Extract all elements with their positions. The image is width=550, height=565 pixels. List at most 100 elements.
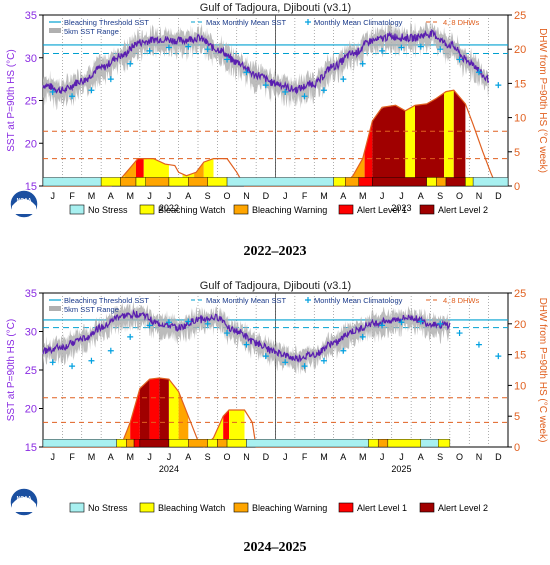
month-label: F <box>302 452 308 462</box>
month-label: A <box>185 452 191 462</box>
stress-legend-label: Bleaching Warning <box>252 205 327 215</box>
legend-range-swatch <box>49 28 61 33</box>
month-label: J <box>283 452 288 462</box>
dhw-fill-segment <box>444 90 454 186</box>
stress-legend-swatch <box>69 204 85 215</box>
climatology-marker <box>301 93 308 100</box>
climatology-marker <box>495 353 502 360</box>
stress-bar-segment <box>387 439 422 448</box>
stress-bar-segment <box>188 439 208 448</box>
dhw-fill-segment <box>405 105 415 186</box>
month-label: M <box>359 452 367 462</box>
right-axis-tick-label: 20 <box>514 44 526 56</box>
climatology-marker <box>282 88 289 95</box>
stress-bar-segment <box>168 439 189 448</box>
month-label: A <box>418 191 424 201</box>
noaa-logo-wave <box>12 199 36 214</box>
climatology-marker <box>320 357 327 364</box>
climatology-marker <box>379 322 386 329</box>
month-label: N <box>243 452 250 462</box>
stress-bar-segment <box>207 177 228 187</box>
left-axis-tick-label: 20 <box>25 404 37 416</box>
stress-bar-segment <box>168 177 189 187</box>
climatology-marker <box>107 347 114 354</box>
climatology-marker <box>88 357 95 364</box>
sst-line <box>42 308 451 364</box>
right-axis-tick-label: 20 <box>514 319 526 331</box>
stress-bar-segment <box>333 177 346 187</box>
month-label: J <box>147 452 152 462</box>
stress-legend-label: No Stress <box>88 205 128 215</box>
legend-range-label: 5km SST Range <box>64 27 119 36</box>
stress-bar-segment <box>372 177 427 187</box>
climatology-marker <box>262 82 269 89</box>
stress-bar-segment <box>42 177 102 187</box>
climatology-marker <box>165 44 172 51</box>
climatology-marker <box>69 363 76 370</box>
stress-legend-swatch <box>338 204 354 215</box>
month-label: M <box>88 191 96 201</box>
legend-mmm-label: Max Monthly Mean SST <box>206 18 286 27</box>
stress-bar-segment <box>465 177 474 187</box>
month-label: J <box>50 452 55 462</box>
climatology-marker <box>417 43 424 50</box>
stress-bar-segment <box>358 177 373 187</box>
climatology-marker <box>49 359 56 366</box>
left-axis-tick-label: 30 <box>25 53 37 65</box>
dhw-fill-segment <box>229 410 245 447</box>
climatology-marker <box>224 56 231 63</box>
climatology-marker <box>185 318 192 325</box>
climatology-marker <box>379 47 386 54</box>
month-label: J <box>380 191 385 201</box>
climatology-marker <box>398 319 405 326</box>
stress-bar-segment <box>445 177 466 187</box>
stress-bar-segment <box>420 439 439 448</box>
year-label: 2023 <box>391 203 411 213</box>
stress-bar-segment <box>207 439 218 448</box>
climatology-marker <box>88 87 95 94</box>
dhw-fill-segment <box>159 378 169 447</box>
stress-legend-swatch <box>139 502 155 513</box>
month-label: J <box>147 191 152 201</box>
month-label: F <box>69 191 75 201</box>
dhw-fill-segment <box>130 388 140 447</box>
climatology-marker <box>243 69 250 76</box>
climatology-marker <box>320 87 327 94</box>
month-label: S <box>437 452 443 462</box>
stress-bar-segment <box>438 439 451 448</box>
right-axis-tick-label: 0 <box>514 442 520 454</box>
right-axis-tick-label: 25 <box>514 288 526 300</box>
month-label: D <box>495 452 502 462</box>
noaa-logo-wave <box>12 497 36 512</box>
month-label: S <box>205 191 211 201</box>
month-label: N <box>476 452 483 462</box>
right-axis-tick-label: 5 <box>514 411 520 423</box>
left-axis-tick-label: 30 <box>25 327 37 339</box>
stress-bar-segment <box>436 177 447 187</box>
month-label: O <box>456 191 463 201</box>
month-label: J <box>167 191 172 201</box>
dhw-fill-segment <box>168 379 179 447</box>
right-axis-title: DHW from P=90th HS (°C week) <box>537 298 548 443</box>
stress-bar-segment <box>126 439 135 448</box>
month-label: S <box>205 452 211 462</box>
stress-legend-swatch <box>338 502 354 513</box>
stress-bar-segment <box>42 439 117 448</box>
stress-bar-segment <box>120 177 137 187</box>
chart-title: Gulf of Tadjoura, Djibouti (v3.1) <box>200 280 351 292</box>
month-label: J <box>380 452 385 462</box>
stress-legend-swatch <box>419 502 435 513</box>
climatology-marker <box>243 341 250 348</box>
climatology-marker <box>475 341 482 348</box>
stress-bar-segment <box>377 439 389 448</box>
caption-2024-2025: 2024–2025 <box>243 540 307 555</box>
month-label: A <box>185 191 191 201</box>
year-label: 2022 <box>159 203 179 213</box>
right-axis-tick-label: 0 <box>514 181 520 193</box>
stress-legend-label: Alert Level 1 <box>357 205 407 215</box>
stress-bar-segment <box>139 439 170 448</box>
month-label: A <box>340 191 346 201</box>
chart-title: Gulf of Tadjoura, Djibouti (v3.1) <box>200 2 351 14</box>
month-label: M <box>359 191 367 201</box>
stress-legend-label: Alert Level 2 <box>438 205 488 215</box>
